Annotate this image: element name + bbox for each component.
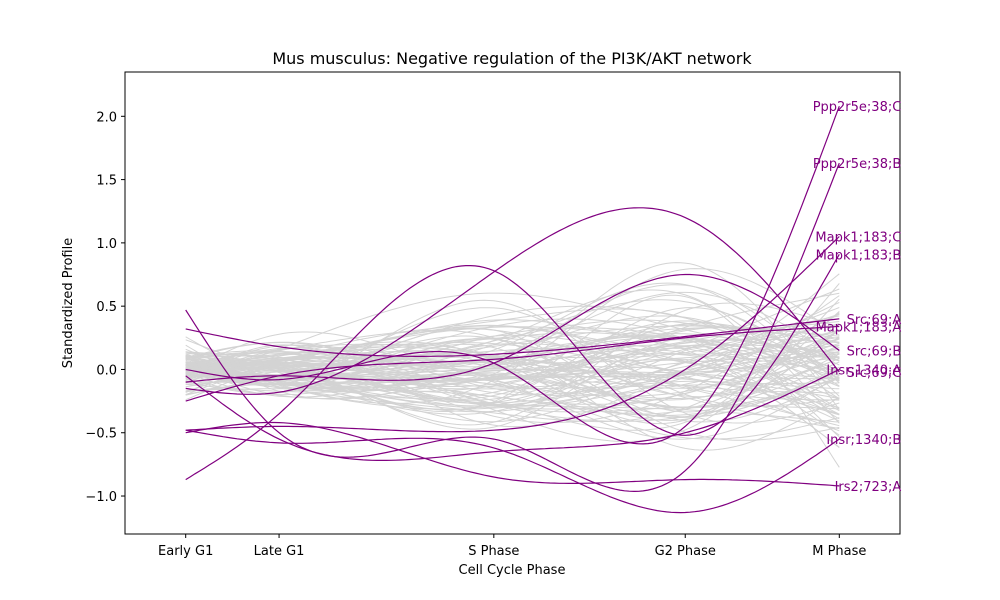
series-labels: Ppp2r5e;38;C Ppp2r5e;38;B Mapk1;183;C Mapk1… xyxy=(813,100,902,495)
series-label: Src;69;B xyxy=(847,344,902,359)
background-series-line xyxy=(185,337,840,390)
y-tick-label: −1.0 xyxy=(85,490,117,505)
series-label: Ppp2r5e;38;B xyxy=(813,157,901,172)
background-series-line xyxy=(185,344,840,412)
highlighted-series-line xyxy=(185,325,840,402)
series-label: Mapk1;183;A xyxy=(816,320,902,335)
background-series-line xyxy=(185,359,840,448)
background-series-line xyxy=(185,372,840,408)
y-tick-label: −0.5 xyxy=(85,427,117,442)
series-label: Insr;1340;A xyxy=(826,363,901,378)
y-axis-label: Standardized Profile xyxy=(61,238,76,368)
x-tick-label: Late G1 xyxy=(254,544,305,559)
background-series-line xyxy=(185,332,840,448)
x-tick-label: G2 Phase xyxy=(655,544,716,559)
background-series-line xyxy=(185,360,840,440)
highlighted-series-line xyxy=(185,368,840,461)
background-series-line xyxy=(185,366,840,416)
chart-title: Mus musculus: Negative regulation of the… xyxy=(272,49,752,68)
series-label: Insr;1340;B xyxy=(826,433,901,448)
series-label: Mapk1;183;B xyxy=(816,248,902,263)
highlighted-series-line xyxy=(185,105,840,445)
highlighted-series-line xyxy=(185,254,840,481)
highlighted-series-line xyxy=(185,236,840,433)
series-label: Src;69;C xyxy=(846,366,901,381)
series-label: Src;69;A xyxy=(847,313,902,328)
background-series-line xyxy=(185,342,840,400)
background-series-line xyxy=(185,302,840,426)
highlighted-series-line xyxy=(185,207,840,395)
highlighted-series-line xyxy=(185,273,840,383)
highlighted-series-group xyxy=(185,105,840,514)
series-label: Mapk1;183;C xyxy=(815,231,901,246)
plot-frame xyxy=(124,71,901,535)
background-series-line xyxy=(185,358,840,436)
y-tick-label: 0.5 xyxy=(96,300,117,315)
y-tick-label: 1.5 xyxy=(96,174,117,189)
y-tick-label: 2.0 xyxy=(96,110,117,125)
background-series-line xyxy=(185,313,840,367)
x-tick-label: M Phase xyxy=(812,544,866,559)
highlighted-series-line xyxy=(185,421,840,487)
background-series-line xyxy=(185,338,840,438)
highlighted-series-line xyxy=(185,429,840,514)
x-tick-label: S Phase xyxy=(468,544,519,559)
background-series-line xyxy=(185,380,840,390)
axes: −1.0 −0.5 0.0 0.5 1.0 1.5 2.0 Early G1 Late G1 S … xyxy=(85,71,901,559)
x-tick-label: Early G1 xyxy=(158,544,213,559)
y-tick-label: 0.0 xyxy=(96,363,117,378)
y-tick-label: 1.0 xyxy=(96,237,117,252)
background-series-line xyxy=(185,295,840,424)
x-axis-label: Cell Cycle Phase xyxy=(459,563,566,578)
series-label: Irs2;723;A xyxy=(835,480,902,495)
series-label: Ppp2r5e;38;C xyxy=(813,100,902,115)
highlighted-series-line xyxy=(185,318,840,357)
